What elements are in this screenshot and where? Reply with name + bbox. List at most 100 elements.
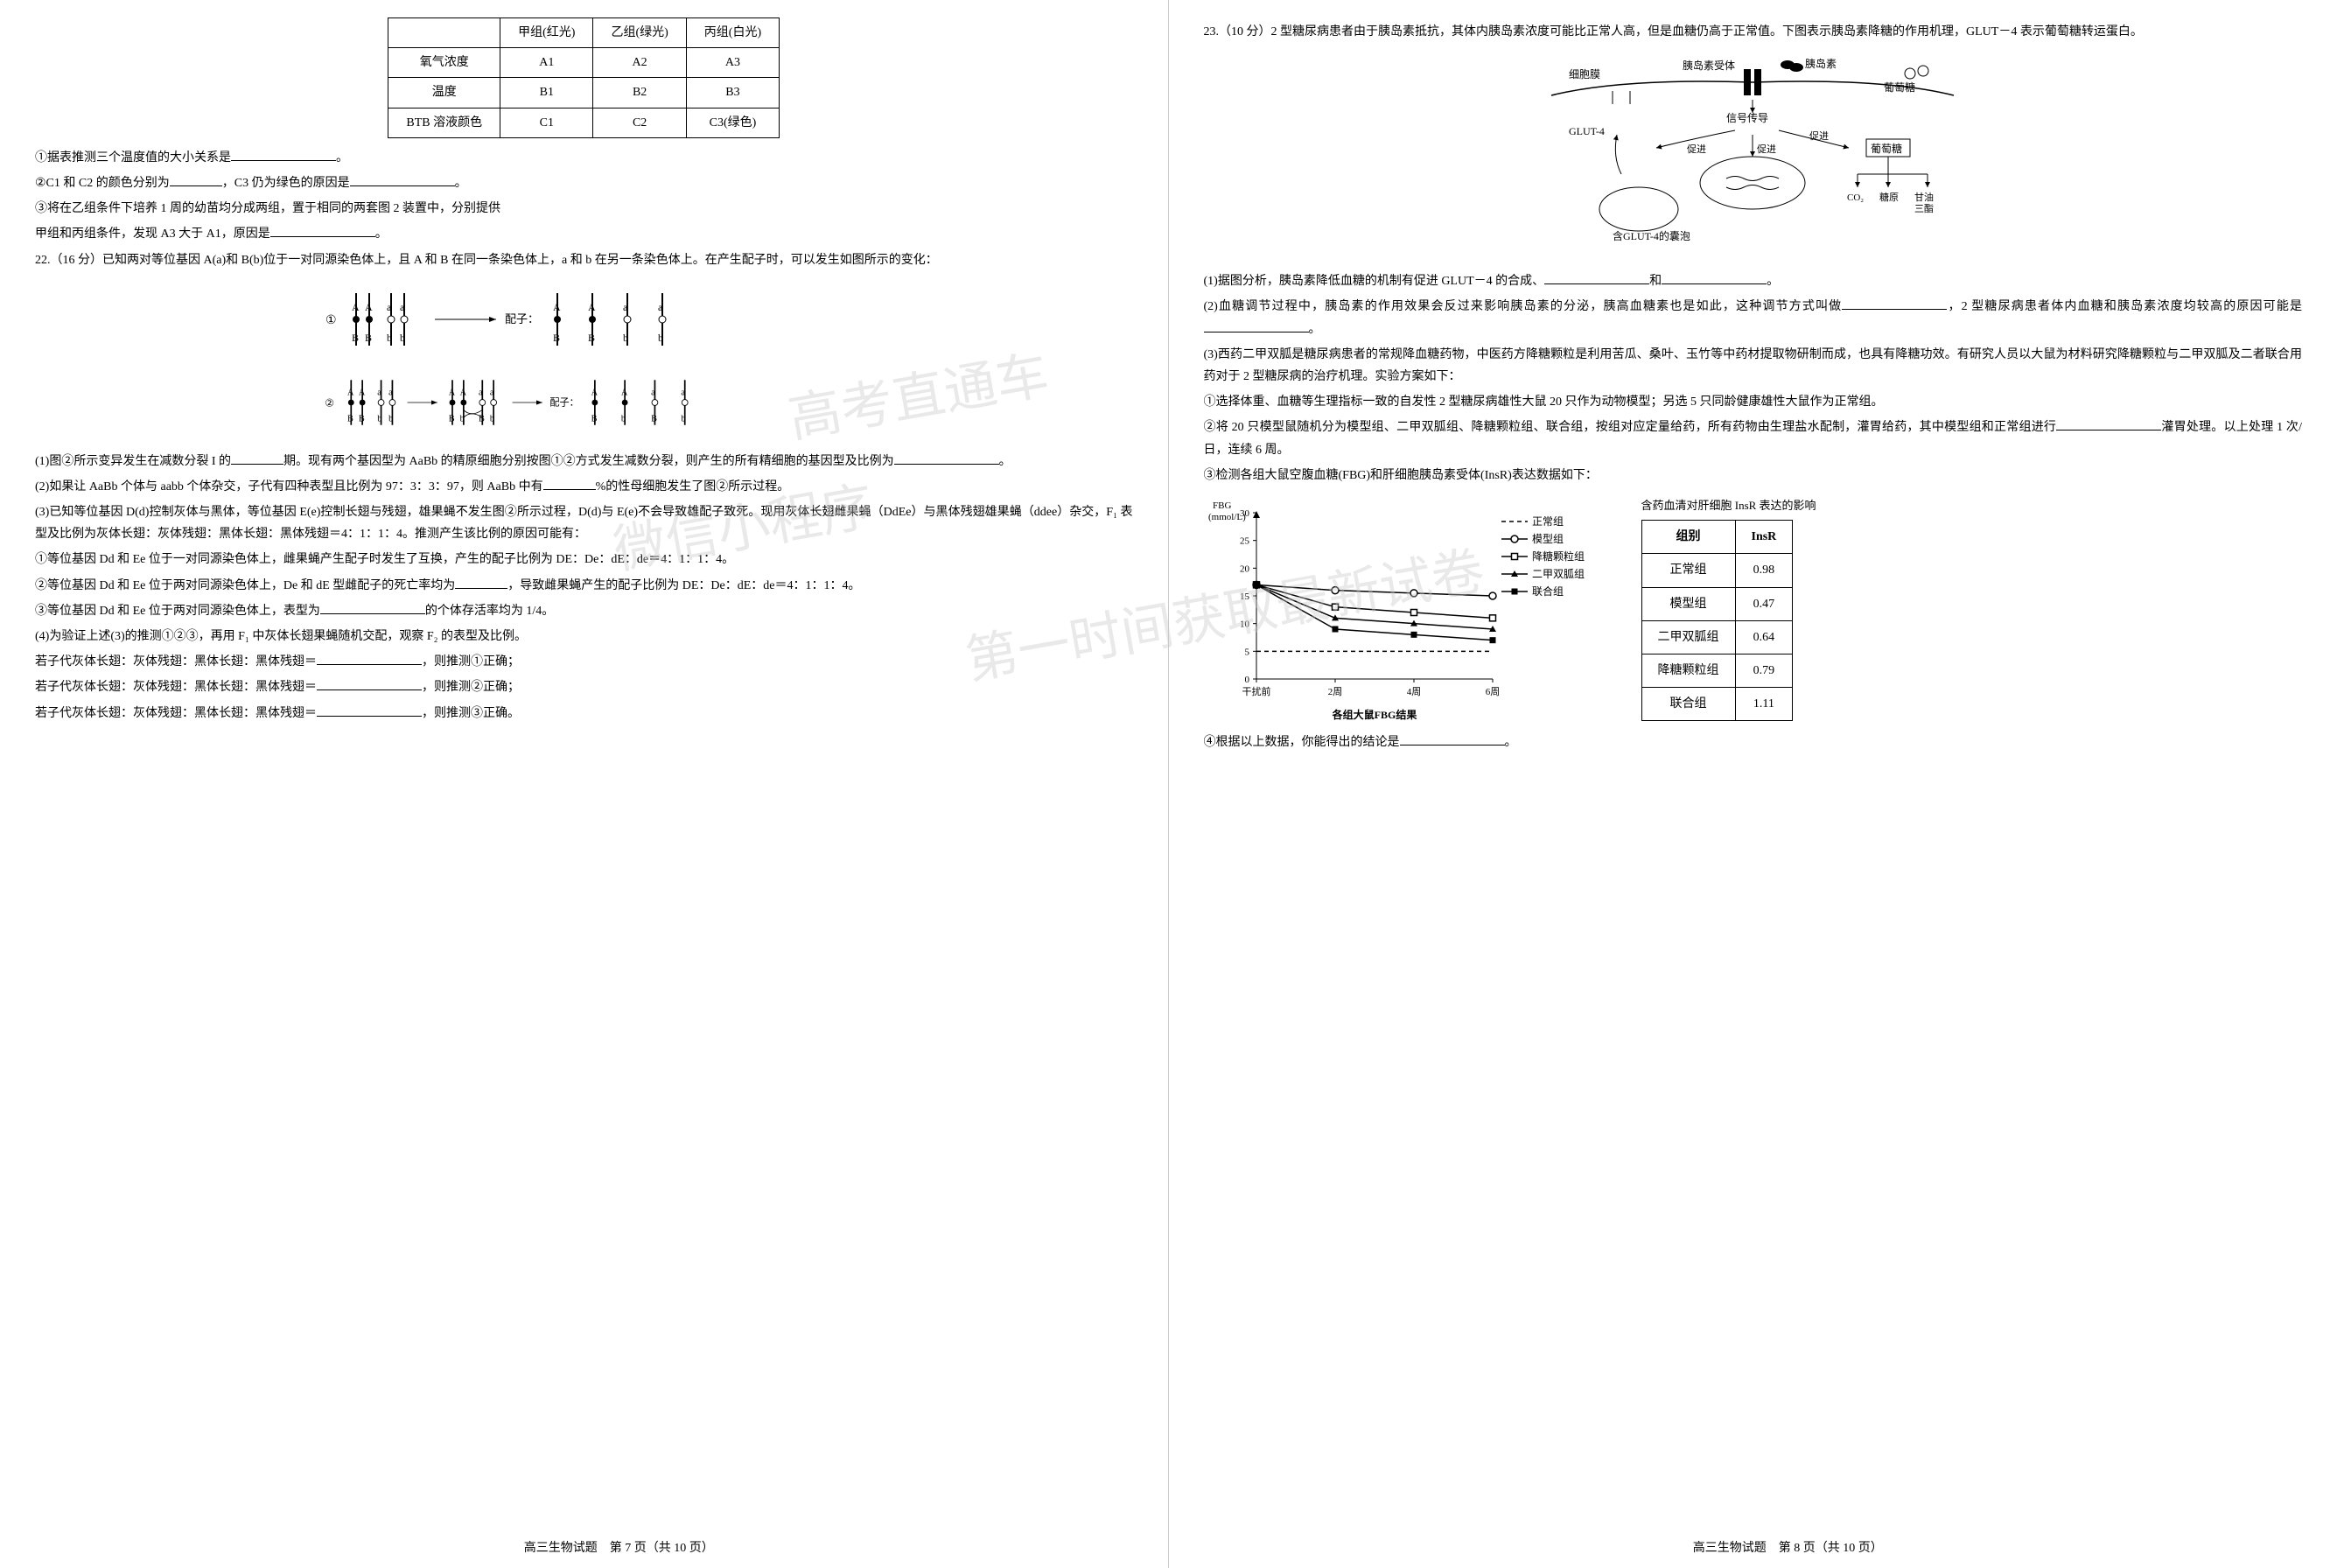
svg-text:a: a bbox=[479, 388, 483, 397]
svg-text:b: b bbox=[658, 332, 663, 344]
page-footer-8: 高三生物试题 第 8 页（共 10 页） bbox=[1204, 1537, 2337, 1559]
svg-text:a: a bbox=[378, 388, 382, 397]
label-glucose: 葡萄糖 bbox=[1884, 80, 1915, 94]
svg-text:促进: 促进 bbox=[1687, 143, 1706, 155]
blank bbox=[1842, 298, 1947, 310]
blank bbox=[455, 577, 507, 589]
svg-text:A: A bbox=[621, 388, 628, 397]
th-red: 甲组(红光) bbox=[500, 18, 593, 48]
svg-text:正常组: 正常组 bbox=[1532, 515, 1564, 528]
blank bbox=[1400, 733, 1505, 746]
svg-text:B: B bbox=[651, 414, 657, 424]
q22-4-1: 若子代灰体长翅：灰体残翅：黑体长翅：黑体残翅＝，则推测①正确； bbox=[35, 651, 1133, 673]
svg-text:4周: 4周 bbox=[1406, 686, 1421, 697]
blank bbox=[317, 653, 422, 665]
blank bbox=[894, 452, 999, 465]
svg-text:A: A bbox=[347, 388, 354, 397]
svg-text:b: b bbox=[621, 414, 626, 424]
blank bbox=[170, 174, 222, 186]
svg-text:A: A bbox=[359, 388, 366, 397]
svg-text:A: A bbox=[588, 301, 596, 313]
page-7: 甲组(红光) 乙组(绿光) 丙组(白光) 氧气浓度 A1 A2 A3 温度 B1… bbox=[0, 0, 1169, 1568]
page-8: 23.（10 分）2 型糖尿病患者由于胰岛素抵抗，其体内胰岛素浓度可能比正常人高… bbox=[1169, 0, 2337, 1568]
q1-3a: ③将在乙组条件下培养 1 周的幼苗均分成两组，置于相同的两套图 2 装置中，分别… bbox=[35, 198, 1133, 220]
svg-text:促进: 促进 bbox=[1757, 143, 1776, 155]
chromosome-diagram-1: ① AA BB aa bb 配子： AB AB ab ab bbox=[321, 284, 846, 354]
q1-1: ①据表推测三个温度值的大小关系是。 bbox=[35, 147, 1133, 169]
blank bbox=[231, 149, 336, 161]
th-green: 乙组(绿光) bbox=[593, 18, 686, 48]
experiment-table: 甲组(红光) 乙组(绿光) 丙组(白光) 氧气浓度 A1 A2 A3 温度 B1… bbox=[388, 18, 780, 138]
blank bbox=[231, 452, 283, 465]
q22-4-2: 若子代灰体长翅：灰体残翅：黑体长翅：黑体残翅＝，则推测②正确； bbox=[35, 676, 1133, 698]
svg-text:(mmol/L): (mmol/L) bbox=[1208, 512, 1246, 522]
svg-text:20: 20 bbox=[1240, 564, 1250, 574]
chromosome-diagram-2: ② AA BB aa bb AA Bb aa bbox=[321, 368, 846, 438]
svg-text:b: b bbox=[623, 332, 628, 344]
svg-text:B: B bbox=[479, 414, 485, 424]
svg-text:B: B bbox=[449, 414, 455, 424]
blank bbox=[350, 174, 455, 186]
svg-text:25: 25 bbox=[1240, 536, 1250, 547]
fbg-chart-container: 051015202530干扰前2周4周6周FBG(mmol/L)各组大鼠FBG结… bbox=[1204, 495, 2303, 723]
svg-text:b: b bbox=[387, 332, 392, 344]
svg-text:A: A bbox=[449, 388, 456, 397]
q22-4-3: 若子代灰体长翅：灰体残翅：黑体长翅：黑体残翅＝，则推测③正确。 bbox=[35, 703, 1133, 724]
svg-text:A: A bbox=[352, 301, 360, 313]
svg-text:三酯: 三酯 bbox=[1914, 203, 1934, 214]
svg-text:模型组: 模型组 bbox=[1532, 533, 1564, 545]
svg-text:2周: 2周 bbox=[1327, 686, 1342, 697]
svg-text:葡萄糖: 葡萄糖 bbox=[1871, 142, 1902, 155]
svg-text:b: b bbox=[388, 414, 393, 424]
svg-text:B: B bbox=[347, 414, 353, 424]
q22-intro: 22.（16 分）已知两对等位基因 A(a)和 B(b)位于一对同源染色体上，且… bbox=[35, 249, 1133, 271]
blank bbox=[1544, 272, 1649, 284]
label-receptor: 胰岛素受体 bbox=[1683, 59, 1735, 72]
svg-text:B: B bbox=[553, 332, 560, 344]
svg-text:a: a bbox=[388, 388, 393, 397]
svg-text:B: B bbox=[591, 414, 598, 424]
th-white: 丙组(白光) bbox=[686, 18, 779, 48]
fbg-line-chart: 051015202530干扰前2周4周6周FBG(mmol/L)各组大鼠FBG结… bbox=[1204, 495, 1624, 723]
svg-text:A: A bbox=[365, 301, 373, 313]
svg-text:A: A bbox=[553, 301, 561, 313]
svg-text:降糖颗粒组: 降糖颗粒组 bbox=[1532, 550, 1585, 563]
svg-text:甘油: 甘油 bbox=[1914, 191, 1934, 203]
svg-text:a: a bbox=[623, 301, 628, 313]
svg-text:CO₂: CO₂ bbox=[1847, 192, 1864, 203]
q22-3-3: ③等位基因 Dd 和 Ee 位于两对同源染色体上，表型为的个体存活率均为 1/4… bbox=[35, 600, 1133, 622]
svg-text:b: b bbox=[460, 414, 465, 424]
blank bbox=[317, 704, 422, 717]
svg-text:联合组: 联合组 bbox=[1532, 584, 1564, 598]
svg-text:促进: 促进 bbox=[1809, 130, 1829, 142]
svg-text:A: A bbox=[591, 388, 598, 397]
label-glut4: GLUT-4 bbox=[1569, 125, 1605, 137]
q22-3-1: ①等位基因 Dd 和 Ee 位于一对同源染色体上，雌果蝇产生配子时发生了互换，产… bbox=[35, 549, 1133, 570]
svg-text:b: b bbox=[490, 414, 494, 424]
insulin-mechanism-diagram: 细胞膜 胰岛素受体 胰岛素 葡萄糖 GLUT-4 信号传导 促进 促进 促进 葡… bbox=[1534, 52, 1971, 262]
q22-2: (2)如果让 AaBb 个体与 aabb 个体杂交，子代有四种表型且比例为 97… bbox=[35, 476, 1133, 498]
blank bbox=[270, 225, 375, 237]
q23-4: ④根据以上数据，你能得出的结论是。 bbox=[1204, 732, 2303, 753]
svg-text:二甲双胍组: 二甲双胍组 bbox=[1532, 567, 1585, 580]
label-vesicle: 含GLUT-4的囊泡 bbox=[1613, 229, 1690, 242]
svg-text:A: A bbox=[460, 388, 467, 397]
blank bbox=[1662, 272, 1767, 284]
svg-text:糖原: 糖原 bbox=[1879, 191, 1899, 203]
label-signal: 信号传导 bbox=[1726, 111, 1768, 124]
svg-text:B: B bbox=[588, 332, 595, 344]
svg-text:各组大鼠FBG结果: 各组大鼠FBG结果 bbox=[1331, 708, 1417, 721]
svg-text:a: a bbox=[400, 301, 405, 313]
svg-text:a: a bbox=[682, 388, 686, 397]
svg-text:配子：: 配子： bbox=[550, 396, 579, 408]
svg-text:15: 15 bbox=[1240, 592, 1250, 602]
svg-text:①: ① bbox=[325, 314, 337, 327]
svg-text:6周: 6周 bbox=[1485, 686, 1500, 697]
svg-text:b: b bbox=[682, 414, 686, 424]
blank bbox=[1204, 320, 1309, 332]
svg-text:配子：: 配子： bbox=[505, 312, 539, 326]
q23-3: (3)西药二甲双胍是糖尿病患者的常规降血糖药物，中医药方降糖颗粒是利用苦瓜、桑叶… bbox=[1204, 344, 2303, 388]
page-footer-7: 高三生物试题 第 7 页（共 10 页） bbox=[35, 1537, 1203, 1559]
svg-text:10: 10 bbox=[1240, 620, 1250, 630]
q23-2: (2)血糖调节过程中，胰岛素的作用效果会反过来影响胰岛素的分泌，胰高血糖素也是如… bbox=[1204, 296, 2303, 340]
